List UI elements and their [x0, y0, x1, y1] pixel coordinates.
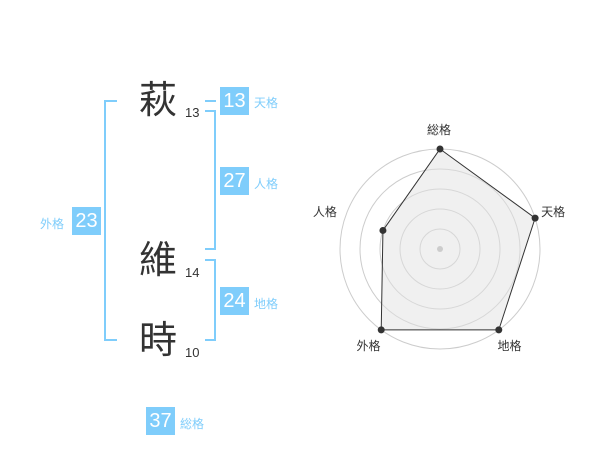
radar-axis-label: 人格 — [312, 204, 337, 219]
radar-point — [495, 326, 503, 334]
radar-axis-label: 地格 — [497, 339, 522, 354]
soukaku-value: 37 — [146, 407, 175, 435]
soukaku-label: 総格 — [180, 417, 205, 431]
jinkaku-value: 27 — [220, 167, 249, 195]
stroke-count-2: 14 — [185, 265, 200, 280]
radar-area — [380, 148, 536, 331]
tenkaku-value: 13 — [220, 87, 249, 115]
name-char-3: 時 — [139, 318, 178, 362]
radar-axis-label: 外格 — [356, 339, 381, 354]
radar-point — [379, 226, 387, 234]
radar-point — [377, 326, 385, 334]
radar-axis-label: 天格 — [541, 204, 566, 219]
stroke-count-3: 10 — [185, 345, 200, 360]
chikaku-label: 地格 — [254, 297, 279, 311]
name-char-1: 萩 — [139, 78, 178, 122]
gaikaku-label: 外格 — [40, 217, 65, 231]
jinkaku-label: 人格 — [254, 177, 279, 191]
radar-point — [531, 214, 539, 222]
gaikaku-value: 23 — [72, 207, 101, 235]
radar-center — [437, 246, 443, 252]
radar-axis-label: 総格 — [427, 123, 452, 137]
chikaku-value: 24 — [220, 287, 249, 315]
name-char-2: 維 — [139, 238, 178, 282]
radar-point — [436, 145, 444, 153]
tenkaku-label: 天格 — [254, 96, 279, 110]
stroke-count-1: 13 — [185, 105, 200, 120]
